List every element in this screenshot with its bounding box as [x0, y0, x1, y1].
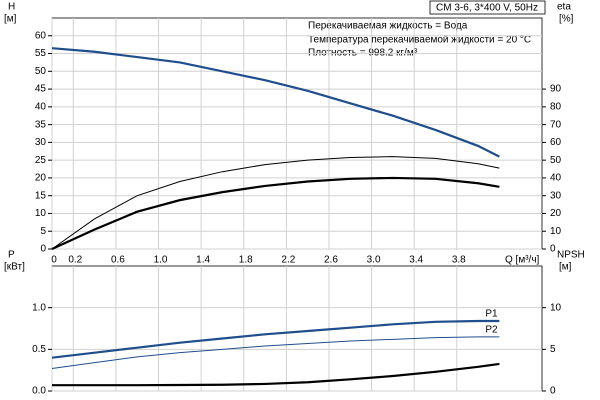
- x-tick-label: 3.0: [367, 255, 381, 266]
- y-tick-label: 25: [35, 155, 47, 166]
- x-tick-label: 3.4: [409, 255, 423, 266]
- y-axis-unit: [кВт]: [4, 262, 25, 273]
- x-tick-label: 2.2: [281, 255, 295, 266]
- y2-tick-label: 5: [550, 344, 556, 355]
- y-tick-label: 5: [40, 226, 46, 237]
- y2-tick-label: 10: [550, 302, 562, 313]
- curve: [51, 319, 500, 359]
- x-axis-label: Q [м³/ч]: [505, 255, 540, 266]
- y2-axis-unit: [м]: [559, 262, 572, 273]
- curve: [51, 47, 500, 158]
- y-tick-label: 1.0: [32, 302, 46, 313]
- y-axis-label: H: [8, 2, 15, 13]
- x-tick-label: 2.6: [324, 255, 338, 266]
- y2-tick-label: 70: [550, 119, 562, 130]
- y2-tick-label: 0: [550, 386, 556, 397]
- y2-tick-label: 30: [550, 190, 562, 201]
- y-tick-label: 0.5: [32, 344, 46, 355]
- y-axis-label: P: [8, 250, 15, 261]
- y-tick-label: 0: [40, 244, 46, 255]
- y-tick-label: 55: [35, 48, 47, 59]
- plot-frame: [51, 17, 543, 250]
- y-tick-label: 20: [35, 173, 47, 184]
- y-tick-label: 40: [35, 101, 47, 112]
- y-tick-label: 30: [35, 137, 47, 148]
- y2-tick-label: 20: [550, 208, 562, 219]
- y-tick-label: 0.0: [32, 386, 46, 397]
- x-tick-label: 1.0: [154, 255, 168, 266]
- x-tick-label: 0.2: [68, 255, 82, 266]
- y2-tick-label: 90: [550, 84, 562, 95]
- y-tick-label: 60: [35, 30, 47, 41]
- plot-frame: [51, 265, 543, 392]
- y-tick-label: 45: [35, 84, 47, 95]
- x-tick-label: 1.4: [196, 255, 210, 266]
- y-tick-label: 15: [35, 190, 47, 201]
- model-label: CM 3-6, 3*400 V, 50Hz: [436, 3, 538, 14]
- curve: [51, 176, 500, 250]
- x-tick-label: 1.8: [239, 255, 253, 266]
- y2-axis-label: eta: [557, 2, 571, 13]
- curve: [52, 362, 500, 387]
- y-axis-unit: [м]: [4, 14, 17, 25]
- annotation: Температура перекачиваемой жидкости = 20…: [308, 35, 531, 46]
- curve: [51, 336, 500, 369]
- model-box: [429, 0, 546, 15]
- x-tick-label: 3.8: [452, 255, 466, 266]
- curve: [51, 156, 500, 250]
- x-tick-label: 0.6: [111, 255, 125, 266]
- y-tick-label: 50: [35, 66, 47, 77]
- y2-tick-label: 10: [550, 226, 562, 237]
- y2-axis-label: NPSH: [557, 250, 585, 261]
- y2-tick-label: 0: [550, 244, 556, 255]
- y2-tick-label: 80: [550, 101, 562, 112]
- y-tick-label: 35: [35, 119, 47, 130]
- y2-tick-label: 60: [550, 137, 562, 148]
- series-label: P2: [485, 324, 498, 335]
- y2-tick-label: 40: [550, 173, 562, 184]
- annotation: Перекачиваемая жидкость = Вода: [308, 21, 468, 32]
- series-label: P1: [485, 309, 498, 320]
- y2-axis-unit: [%]: [559, 14, 574, 25]
- y2-tick-label: 50: [550, 155, 562, 166]
- y-tick-label: 10: [35, 208, 47, 219]
- x-tick-label: 0: [51, 255, 57, 266]
